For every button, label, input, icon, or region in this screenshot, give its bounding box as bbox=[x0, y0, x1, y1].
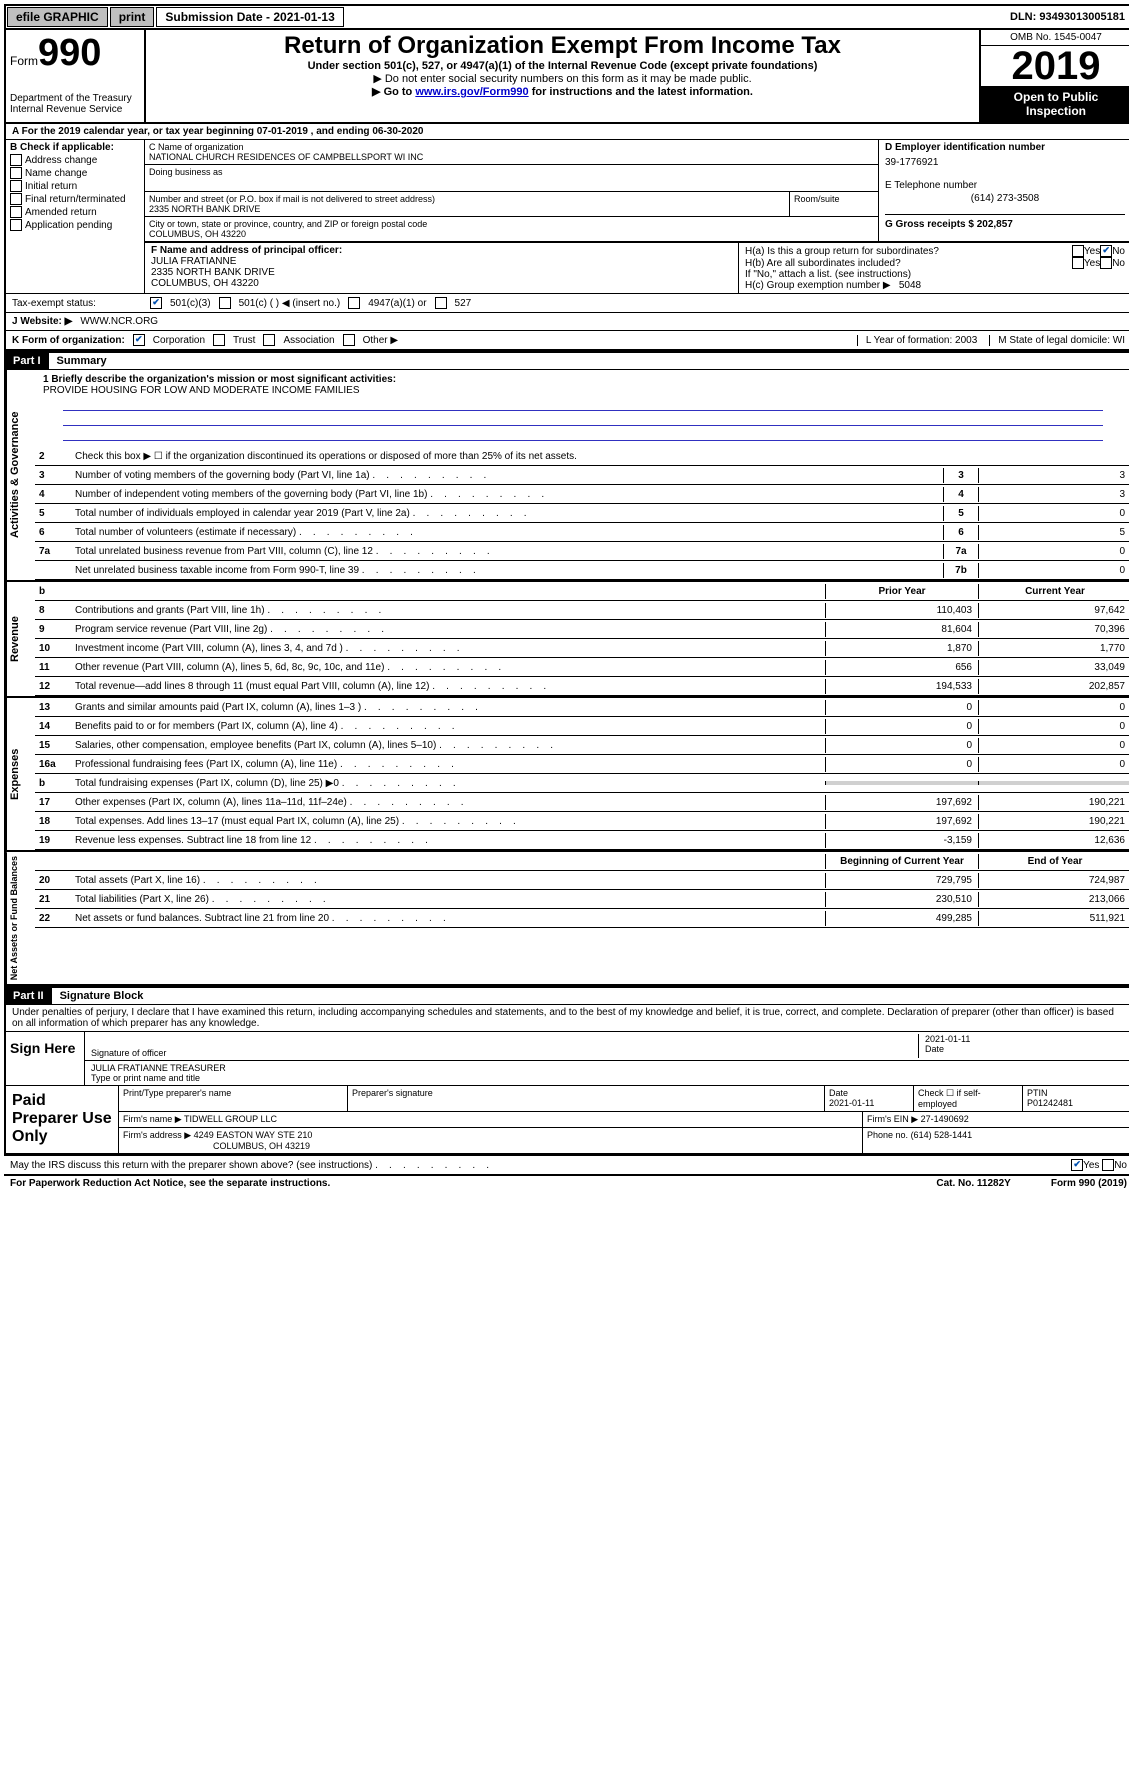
summary-line: 19Revenue less expenses. Subtract line 1… bbox=[35, 831, 1129, 850]
row-k: K Form of organization: ✔Corporation Tru… bbox=[4, 330, 1129, 351]
box-d-label: D Employer identification number bbox=[885, 142, 1125, 153]
discuss-row: May the IRS discuss this return with the… bbox=[4, 1155, 1129, 1174]
note-link: ▶ Go to www.irs.gov/Form990 for instruct… bbox=[152, 85, 973, 98]
dept-treasury: Department of the Treasury Internal Reve… bbox=[10, 93, 140, 115]
checkbox-501c3[interactable]: ✔ bbox=[150, 297, 162, 309]
dln: DLN: 93493013005181 bbox=[1004, 9, 1129, 25]
box-b: B Check if applicable: Address change Na… bbox=[6, 140, 145, 293]
summary-line: 2Check this box ▶ ☐ if the organization … bbox=[35, 447, 1129, 466]
part-1-header: Part I Summary bbox=[4, 351, 1129, 370]
summary-line: 6Total number of volunteers (estimate if… bbox=[35, 523, 1129, 542]
box-e-label: E Telephone number bbox=[885, 180, 1125, 191]
box-g: G Gross receipts $ 202,857 bbox=[885, 214, 1125, 230]
firm-ein: 27-1490692 bbox=[921, 1114, 969, 1124]
side-label-balances: Net Assets or Fund Balances bbox=[6, 852, 35, 984]
summary-line: 22Net assets or fund balances. Subtract … bbox=[35, 909, 1129, 928]
summary-line: bTotal fundraising expenses (Part IX, co… bbox=[35, 774, 1129, 793]
part-2-header: Part II Signature Block bbox=[4, 986, 1129, 1005]
summary-line: 20Total assets (Part X, line 16)729,7957… bbox=[35, 871, 1129, 890]
row-i-status: Tax-exempt status: ✔501(c)(3) 501(c) ( )… bbox=[4, 293, 1129, 312]
officer-name: JULIA FRATIANNE TREASURER bbox=[91, 1063, 1125, 1073]
side-label-governance: Activities & Governance bbox=[6, 370, 35, 580]
row-j-website: J Website: ▶ WWW.NCR.ORG bbox=[4, 312, 1129, 330]
efile-button[interactable]: efile GRAPHIC bbox=[7, 7, 108, 27]
org-name: NATIONAL CHURCH RESIDENCES OF CAMPBELLSP… bbox=[149, 152, 874, 162]
year-formation: L Year of formation: 2003 bbox=[857, 335, 977, 346]
box-h: H(a) Is this a group return for subordin… bbox=[739, 243, 1129, 293]
signature-block: Sign Here Signature of officer 2021-01-1… bbox=[4, 1031, 1129, 1155]
summary-line: 8Contributions and grants (Part VIII, li… bbox=[35, 601, 1129, 620]
print-button[interactable]: print bbox=[110, 7, 155, 27]
mission-text: PROVIDE HOUSING FOR LOW AND MODERATE INC… bbox=[43, 385, 1123, 396]
summary-line: 16aProfessional fundraising fees (Part I… bbox=[35, 755, 1129, 774]
summary-line: 3Number of voting members of the governi… bbox=[35, 466, 1129, 485]
firm-name: TIDWELL GROUP LLC bbox=[184, 1114, 277, 1124]
summary-line: 18Total expenses. Add lines 13–17 (must … bbox=[35, 812, 1129, 831]
top-toolbar: efile GRAPHIC print Submission Date - 20… bbox=[4, 4, 1129, 30]
summary-line: 15Salaries, other compensation, employee… bbox=[35, 736, 1129, 755]
side-label-expenses: Expenses bbox=[6, 698, 35, 850]
summary-line: 14Benefits paid to or for members (Part … bbox=[35, 717, 1129, 736]
state-domicile: M State of legal domicile: WI bbox=[989, 335, 1125, 346]
summary-line: 11Other revenue (Part VIII, column (A), … bbox=[35, 658, 1129, 677]
form-header: Form990 Department of the Treasury Inter… bbox=[4, 30, 1129, 124]
summary-line: 5Total number of individuals employed in… bbox=[35, 504, 1129, 523]
website-value: WWW.NCR.ORG bbox=[80, 316, 158, 327]
side-label-revenue: Revenue bbox=[6, 582, 35, 696]
balance-header-row: Beginning of Current Year End of Year bbox=[35, 852, 1129, 871]
box-c: C Name of organization NATIONAL CHURCH R… bbox=[145, 140, 879, 241]
discuss-yes-checkbox[interactable]: ✔ bbox=[1071, 1159, 1083, 1171]
row-a-tax-year: A For the 2019 calendar year, or tax yea… bbox=[4, 124, 1129, 140]
firm-phone: (614) 528-1441 bbox=[911, 1130, 973, 1140]
telephone: (614) 273-3508 bbox=[885, 193, 1125, 204]
column-header-row: b Prior Year Current Year bbox=[35, 582, 1129, 601]
summary-line: 10Investment income (Part VIII, column (… bbox=[35, 639, 1129, 658]
summary-line: 9Program service revenue (Part VIII, lin… bbox=[35, 620, 1129, 639]
summary-line: 17Other expenses (Part IX, column (A), l… bbox=[35, 793, 1129, 812]
tax-year: 2019 bbox=[981, 46, 1129, 86]
summary-line: Net unrelated business taxable income fr… bbox=[35, 561, 1129, 580]
boxes-b-through-g: B Check if applicable: Address change Na… bbox=[4, 140, 1129, 293]
summary-line: 7aTotal unrelated business revenue from … bbox=[35, 542, 1129, 561]
paid-preparer-label: Paid Preparer Use Only bbox=[6, 1086, 119, 1153]
summary-line: 13Grants and similar amounts paid (Part … bbox=[35, 698, 1129, 717]
footer: For Paperwork Reduction Act Notice, see … bbox=[4, 1174, 1129, 1191]
box-f: F Name and address of principal officer:… bbox=[145, 243, 739, 293]
summary-line: 21Total liabilities (Part X, line 26)230… bbox=[35, 890, 1129, 909]
ein: 39-1776921 bbox=[885, 157, 1125, 168]
perjury-statement: Under penalties of perjury, I declare th… bbox=[4, 1005, 1129, 1031]
form-subtitle: Under section 501(c), 527, or 4947(a)(1)… bbox=[152, 60, 973, 72]
form-number: Form990 bbox=[10, 32, 140, 75]
submission-date: Submission Date - 2021-01-13 bbox=[156, 7, 343, 27]
irs-link[interactable]: www.irs.gov/Form990 bbox=[415, 86, 528, 98]
city-state-zip: COLUMBUS, OH 43220 bbox=[149, 229, 874, 239]
open-to-public: Open to Public Inspection bbox=[981, 86, 1129, 122]
note-ssn: ▶ Do not enter social security numbers o… bbox=[152, 72, 973, 85]
ptin: P01242481 bbox=[1027, 1098, 1073, 1108]
mission-question: 1 Briefly describe the organization's mi… bbox=[35, 370, 1129, 447]
street-address: 2335 NORTH BANK DRIVE bbox=[149, 204, 785, 214]
form-title: Return of Organization Exempt From Incom… bbox=[152, 32, 973, 60]
summary-line: 4Number of independent voting members of… bbox=[35, 485, 1129, 504]
sign-here-label: Sign Here bbox=[6, 1032, 85, 1085]
discuss-no-checkbox[interactable] bbox=[1102, 1159, 1114, 1171]
summary-line: 12Total revenue—add lines 8 through 11 (… bbox=[35, 677, 1129, 696]
